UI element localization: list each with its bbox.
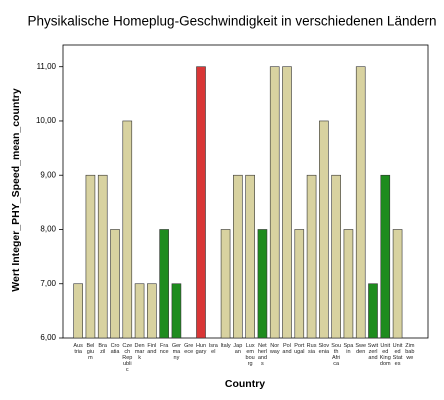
y-tick-label: 7,00 (40, 279, 56, 288)
x-tick-label: Swe den (355, 343, 367, 355)
x-tick-label: Ger ma ny (171, 343, 181, 361)
bar (355, 66, 366, 339)
x-tick-label: Fra nce (159, 343, 169, 355)
x-tick-label: Bel giu m (86, 343, 95, 361)
x-tick-label: Net herl and s (257, 343, 268, 367)
x-tick-label: Spa in (343, 343, 354, 355)
x-tick-label: Swit zerl and (367, 343, 379, 361)
bar (220, 229, 231, 339)
x-tick-label: Aus tria (73, 343, 83, 355)
bar (380, 174, 391, 339)
bar (392, 229, 403, 339)
y-tick-label: 10,00 (36, 116, 57, 125)
x-tick-label: Jap an (233, 343, 243, 355)
x-tick-label: Sou th Afri ca (331, 343, 342, 367)
x-tick-label: Unit ed King dom (379, 343, 391, 367)
x-tick-label: Port ugal (294, 343, 305, 355)
bar (134, 283, 145, 339)
bar (85, 174, 96, 339)
x-tick-label: Italy (220, 343, 231, 349)
x-axis-label: Country (225, 378, 265, 390)
bar (269, 66, 280, 339)
y-axis-label: Wert Integer_PHY_Speed_mean_country (10, 88, 22, 292)
y-tick-label: 6,00 (40, 333, 56, 342)
y-tick-label: 8,00 (40, 225, 56, 234)
bar (245, 174, 255, 339)
x-tick-label: Pol and (282, 343, 292, 355)
x-tick-label: Hun gary (195, 343, 207, 355)
y-tick-label: 9,00 (40, 170, 56, 179)
bar (306, 174, 317, 339)
x-tick-label: Isra el (208, 343, 218, 355)
bar (122, 120, 133, 339)
x-tick-label: Bra zil (98, 343, 107, 355)
bar (257, 229, 268, 339)
x-tick-label: Gre ece (184, 343, 194, 355)
x-tick-label: Unit ed Stat es (392, 343, 403, 367)
bar (73, 283, 83, 339)
bar (196, 66, 206, 339)
y-tick-label: 11,00 (37, 62, 57, 71)
bar (97, 174, 108, 339)
x-tick-label: Slov enia (318, 343, 330, 355)
x-tick-label: Nor way (269, 343, 280, 355)
bar (319, 120, 329, 339)
x-tick-label: Lux em bou rg (245, 343, 255, 367)
bar (282, 66, 292, 339)
bar (110, 229, 120, 339)
x-tick-label: Finl and (147, 343, 157, 355)
x-tick-label: Zim bab we (405, 343, 415, 361)
bar (171, 283, 182, 339)
bar (368, 283, 378, 339)
bar (233, 174, 243, 339)
bar (343, 229, 354, 339)
x-tick-label: Cro atia (110, 343, 120, 355)
x-tick-label: Rus sia (306, 343, 317, 355)
bar (331, 174, 341, 339)
bar (147, 283, 157, 339)
chart-title: Physikalische Homeplug-Geschwindigkeit i… (28, 14, 437, 29)
bar (159, 229, 169, 339)
bar (294, 229, 305, 339)
x-tick-label: Cze ch Rep ubli c (122, 343, 133, 373)
x-tick-label: Den mar k (134, 343, 145, 361)
